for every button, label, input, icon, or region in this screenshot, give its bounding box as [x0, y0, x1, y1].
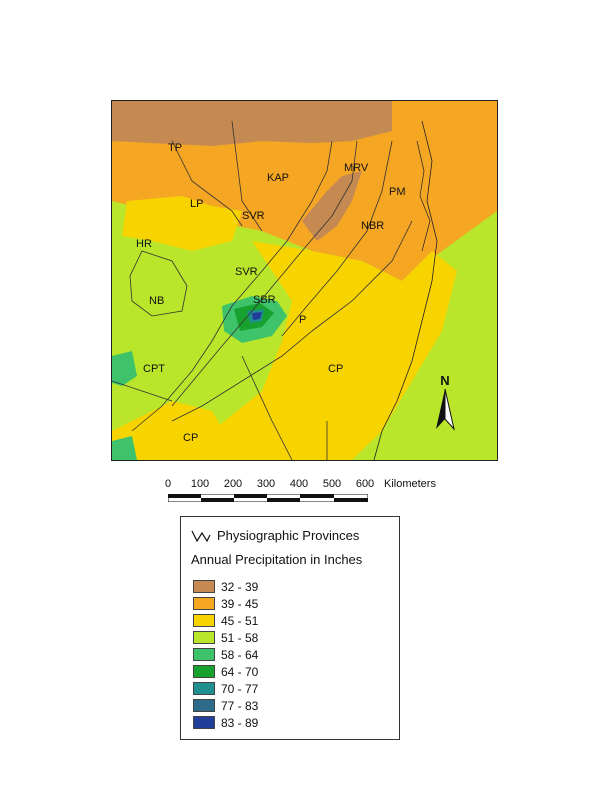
scale-bar: 0 100 200 300 400 500 600 Kilometers [160, 478, 460, 508]
legend-item: 77 - 83 [193, 698, 258, 713]
province-label-tp: TP [168, 142, 182, 154]
province-label-lp: LP [190, 198, 203, 210]
boundary-line-icon [191, 530, 211, 543]
legend-swatch [193, 614, 215, 627]
legend-swatch [193, 631, 215, 644]
legend-swatch [193, 648, 215, 661]
province-label-cp-south: CP [183, 432, 198, 444]
legend-item: 39 - 45 [193, 596, 258, 611]
province-label-cpt: CPT [143, 363, 165, 375]
legend-item-label: 58 - 64 [221, 647, 259, 662]
zone-58-64-southwest [112, 436, 137, 460]
legend-swatch [193, 682, 215, 695]
zone-58-64-west [112, 351, 137, 386]
zone-39-45 [112, 101, 497, 281]
legend-item-label: 64 - 70 [221, 664, 259, 679]
legend-item: 51 - 58 [193, 630, 258, 645]
province-label-nb: NB [149, 295, 164, 307]
scale-tick-500: 500 [322, 478, 342, 490]
province-label-kap: KAP [267, 172, 289, 184]
scale-tick-100: 100 [190, 478, 210, 490]
province-boundaries [112, 120, 413, 460]
legend-item: 83 - 89 [193, 715, 258, 730]
legend-swatch [193, 580, 215, 593]
legend-boundary-label: Physiographic Provinces [217, 528, 360, 543]
legend-item: 64 - 70 [193, 664, 258, 679]
zone-45-51-piedmont [212, 241, 457, 460]
legend-item: 58 - 64 [193, 647, 258, 662]
legend: Physiographic Provinces Annual Precipita… [180, 516, 400, 740]
scale-tick-200: 200 [223, 478, 243, 490]
zone-83-89 [252, 312, 262, 320]
legend-item-label: 32 - 39 [221, 579, 259, 594]
province-label-sbr: SBR [253, 294, 276, 306]
zone-45-51-west [122, 196, 242, 251]
legend-swatch [193, 665, 215, 678]
province-label-hr: HR [136, 238, 152, 250]
bay-shoreline [416, 140, 431, 252]
north-arrow-label: N [440, 373, 450, 388]
scale-tick-300: 300 [256, 478, 276, 490]
legend-item-label: 45 - 51 [221, 613, 259, 628]
legend-item: 32 - 39 [193, 579, 258, 594]
legend-swatch [193, 716, 215, 729]
legend-swatch [193, 699, 215, 712]
scale-bar-graphic [168, 494, 368, 502]
legend-item-label: 39 - 45 [221, 596, 259, 611]
zone-32-39-north [112, 101, 392, 146]
legend-item-label: 70 - 77 [221, 681, 259, 696]
province-label-pm: PM [389, 186, 406, 198]
province-label-p: P [299, 314, 306, 326]
province-label-layer: TP KAP MRV PM LP SVR NBR HR SVR NB SBR P… [136, 142, 406, 444]
province-label-svr-south: SVR [235, 266, 258, 278]
zone-32-39-ridge [302, 171, 362, 241]
north-arrow: N [430, 373, 460, 433]
scale-tick-600: 600 [355, 478, 375, 490]
map-canvas [112, 101, 497, 460]
scale-tick-0: 0 [164, 478, 172, 490]
coastline [373, 120, 438, 460]
province-label-nbr: NBR [361, 220, 384, 232]
province-label-cp-east: CP [328, 363, 343, 375]
north-arrow-icon [436, 389, 455, 431]
legend-item-label: 77 - 83 [221, 698, 259, 713]
scale-tick-400: 400 [289, 478, 309, 490]
legend-item-label: 51 - 58 [221, 630, 259, 645]
legend-item-label: 83 - 89 [221, 715, 259, 730]
legend-swatch [193, 597, 215, 610]
precipitation-map: TP KAP MRV PM LP SVR NBR HR SVR NB SBR P… [111, 100, 498, 461]
scale-unit-label: Kilometers [384, 478, 436, 490]
province-label-mrv: MRV [344, 162, 369, 174]
legend-title: Annual Precipitation in Inches [191, 552, 363, 567]
zone-45-51-south [112, 401, 242, 460]
legend-item: 45 - 51 [193, 613, 258, 628]
province-label-svr-north: SVR [242, 210, 265, 222]
legend-item: 70 - 77 [193, 681, 258, 696]
